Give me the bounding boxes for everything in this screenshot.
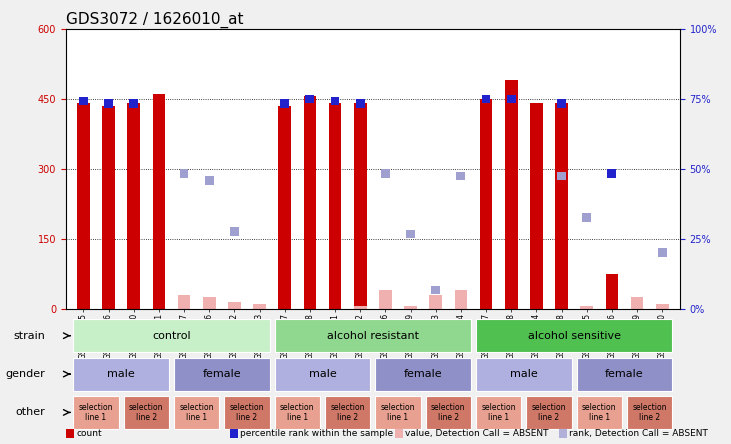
FancyBboxPatch shape xyxy=(577,396,622,429)
Text: percentile rank within the sample: percentile rank within the sample xyxy=(240,429,393,438)
Bar xyxy=(303,96,317,309)
Bar xyxy=(556,103,568,309)
FancyBboxPatch shape xyxy=(482,95,491,103)
Bar xyxy=(631,297,643,309)
Bar xyxy=(203,297,216,309)
FancyBboxPatch shape xyxy=(73,357,169,391)
Bar xyxy=(329,103,341,309)
FancyBboxPatch shape xyxy=(325,396,371,429)
FancyBboxPatch shape xyxy=(73,396,118,429)
Text: control: control xyxy=(152,331,191,341)
FancyBboxPatch shape xyxy=(476,396,521,429)
Bar xyxy=(379,290,392,309)
Text: selection
line 1: selection line 1 xyxy=(179,403,214,422)
FancyBboxPatch shape xyxy=(280,99,289,107)
Text: value, Detection Call = ABSENT: value, Detection Call = ABSENT xyxy=(405,429,548,438)
FancyBboxPatch shape xyxy=(73,319,270,352)
FancyBboxPatch shape xyxy=(425,396,471,429)
Text: selection
line 1: selection line 1 xyxy=(381,403,415,422)
Bar xyxy=(580,306,593,309)
Bar xyxy=(77,103,90,309)
FancyBboxPatch shape xyxy=(526,396,572,429)
Bar xyxy=(253,304,266,309)
Text: female: female xyxy=(605,369,644,379)
Text: female: female xyxy=(202,369,241,379)
FancyBboxPatch shape xyxy=(129,99,138,107)
Text: selection
line 1: selection line 1 xyxy=(280,403,314,422)
FancyBboxPatch shape xyxy=(180,169,189,178)
Text: selection
line 2: selection line 2 xyxy=(431,403,466,422)
Text: selection
line 2: selection line 2 xyxy=(129,403,164,422)
Bar xyxy=(530,103,542,309)
FancyBboxPatch shape xyxy=(476,357,572,391)
FancyBboxPatch shape xyxy=(476,319,673,352)
Text: selection
line 2: selection line 2 xyxy=(632,403,667,422)
Text: male: male xyxy=(107,369,135,379)
Bar xyxy=(178,295,190,309)
Text: GDS3072 / 1626010_at: GDS3072 / 1626010_at xyxy=(66,11,243,28)
Bar xyxy=(455,290,467,309)
FancyBboxPatch shape xyxy=(174,396,219,429)
FancyBboxPatch shape xyxy=(104,99,113,107)
Text: selection
line 1: selection line 1 xyxy=(79,403,113,422)
Bar xyxy=(605,274,618,309)
Text: gender: gender xyxy=(6,369,45,379)
FancyBboxPatch shape xyxy=(557,171,566,180)
Bar xyxy=(354,306,366,309)
Bar xyxy=(480,99,493,309)
FancyBboxPatch shape xyxy=(79,97,88,105)
Bar xyxy=(127,103,140,309)
FancyBboxPatch shape xyxy=(375,396,420,429)
Text: strain: strain xyxy=(13,331,45,341)
Bar xyxy=(404,306,417,309)
FancyBboxPatch shape xyxy=(607,169,616,178)
Text: female: female xyxy=(404,369,442,379)
FancyBboxPatch shape xyxy=(205,176,213,185)
Text: male: male xyxy=(510,369,538,379)
Bar xyxy=(354,103,366,309)
Bar xyxy=(505,80,518,309)
Text: male: male xyxy=(308,369,336,379)
FancyBboxPatch shape xyxy=(456,171,466,180)
Text: selection
line 2: selection line 2 xyxy=(330,403,365,422)
FancyBboxPatch shape xyxy=(406,230,415,238)
Text: alcohol sensitive: alcohol sensitive xyxy=(528,331,621,341)
FancyBboxPatch shape xyxy=(507,95,515,103)
FancyBboxPatch shape xyxy=(577,357,673,391)
Bar xyxy=(228,301,240,309)
FancyBboxPatch shape xyxy=(381,169,390,178)
FancyBboxPatch shape xyxy=(275,319,471,352)
FancyBboxPatch shape xyxy=(583,214,591,222)
FancyBboxPatch shape xyxy=(557,99,566,107)
FancyBboxPatch shape xyxy=(375,357,471,391)
FancyBboxPatch shape xyxy=(330,97,339,105)
FancyBboxPatch shape xyxy=(431,286,440,294)
Text: selection
line 1: selection line 1 xyxy=(582,403,616,422)
Bar xyxy=(656,304,669,309)
FancyBboxPatch shape xyxy=(607,169,616,178)
Text: rank, Detection Call = ABSENT: rank, Detection Call = ABSENT xyxy=(569,429,708,438)
FancyBboxPatch shape xyxy=(174,357,270,391)
FancyBboxPatch shape xyxy=(275,396,320,429)
FancyBboxPatch shape xyxy=(230,227,239,236)
FancyBboxPatch shape xyxy=(306,95,314,103)
Text: other: other xyxy=(15,408,45,417)
Bar xyxy=(153,94,165,309)
FancyBboxPatch shape xyxy=(658,249,667,257)
Text: alcohol resistant: alcohol resistant xyxy=(327,331,419,341)
Bar xyxy=(429,295,442,309)
Text: selection
line 2: selection line 2 xyxy=(230,403,264,422)
FancyBboxPatch shape xyxy=(275,357,371,391)
Bar xyxy=(102,106,115,309)
FancyBboxPatch shape xyxy=(627,396,673,429)
FancyBboxPatch shape xyxy=(124,396,169,429)
Bar xyxy=(279,106,291,309)
Text: selection
line 1: selection line 1 xyxy=(482,403,516,422)
Text: count: count xyxy=(76,429,102,438)
FancyBboxPatch shape xyxy=(356,99,365,107)
Text: selection
line 2: selection line 2 xyxy=(531,403,567,422)
FancyBboxPatch shape xyxy=(224,396,270,429)
